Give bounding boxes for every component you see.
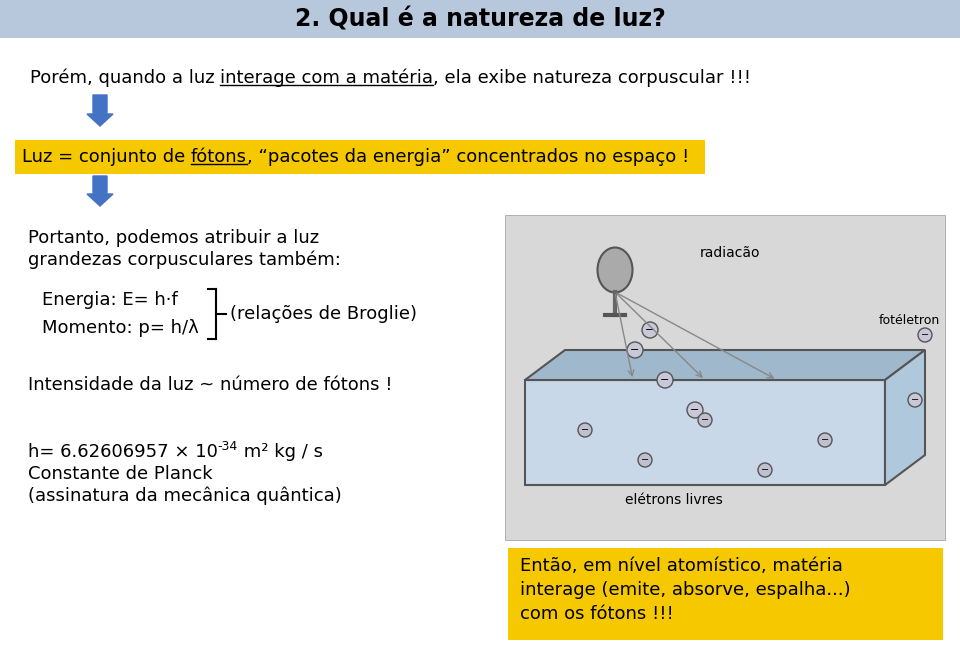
Text: -34: -34 xyxy=(218,439,238,452)
Circle shape xyxy=(638,453,652,467)
Circle shape xyxy=(627,342,643,358)
Text: , ela exibe natureza corpuscular !!!: , ela exibe natureza corpuscular !!! xyxy=(433,69,752,87)
Text: interage (emite, absorve, espalha...): interage (emite, absorve, espalha...) xyxy=(520,581,851,599)
Text: Porém, quando a luz: Porém, quando a luz xyxy=(30,69,221,87)
Text: −: − xyxy=(645,325,655,335)
Text: −: − xyxy=(631,345,639,355)
Ellipse shape xyxy=(597,247,633,292)
Circle shape xyxy=(687,402,703,418)
Text: elétrons livres: elétrons livres xyxy=(625,493,723,507)
Text: fótons: fótons xyxy=(191,148,247,166)
Polygon shape xyxy=(885,350,925,485)
Circle shape xyxy=(698,413,712,427)
Circle shape xyxy=(908,393,922,407)
FancyBboxPatch shape xyxy=(508,548,943,640)
Text: m² kg / s: m² kg / s xyxy=(238,443,324,461)
Text: −: − xyxy=(821,435,829,445)
FancyArrow shape xyxy=(87,95,113,126)
FancyArrow shape xyxy=(87,176,113,206)
Polygon shape xyxy=(525,380,885,485)
Text: interage com a matéria: interage com a matéria xyxy=(221,69,433,87)
Text: Luz = conjunto de: Luz = conjunto de xyxy=(22,148,191,166)
Circle shape xyxy=(657,372,673,388)
Text: 2. Qual é a natureza de luz?: 2. Qual é a natureza de luz? xyxy=(295,7,665,31)
Circle shape xyxy=(758,463,772,477)
Text: (assinatura da mecânica quântica): (assinatura da mecânica quântica) xyxy=(28,487,342,505)
Circle shape xyxy=(818,433,832,447)
Text: Portanto, podemos atribuir a luz: Portanto, podemos atribuir a luz xyxy=(28,229,319,247)
Text: −: − xyxy=(690,405,700,415)
Text: −: − xyxy=(921,330,929,340)
Text: −: − xyxy=(761,465,769,475)
Text: h= 6.62606957 × 10: h= 6.62606957 × 10 xyxy=(28,443,218,461)
Text: grandezas corpusculares também:: grandezas corpusculares também: xyxy=(28,251,341,270)
Text: , “pacotes da energia” concentrados no espaço !: , “pacotes da energia” concentrados no e… xyxy=(247,148,689,166)
Text: Momento: p= h/λ: Momento: p= h/λ xyxy=(42,319,199,337)
Text: Constante de Planck: Constante de Planck xyxy=(28,465,212,483)
Text: com os fótons !!!: com os fótons !!! xyxy=(520,605,674,623)
Polygon shape xyxy=(525,350,925,380)
Text: Então, em nível atomístico, matéria: Então, em nível atomístico, matéria xyxy=(520,557,843,575)
Text: Energia: E= h·f: Energia: E= h·f xyxy=(42,291,178,309)
Text: −: − xyxy=(641,455,649,465)
Text: Intensidade da luz ~ número de fótons !: Intensidade da luz ~ número de fótons ! xyxy=(28,376,393,394)
Circle shape xyxy=(642,322,658,338)
Text: −: − xyxy=(660,375,670,385)
Text: fotéletron: fotéletron xyxy=(878,314,940,327)
FancyBboxPatch shape xyxy=(505,215,945,540)
FancyBboxPatch shape xyxy=(0,0,960,38)
Text: −: − xyxy=(911,395,919,405)
Text: −: − xyxy=(581,425,589,435)
Circle shape xyxy=(918,328,932,342)
FancyBboxPatch shape xyxy=(15,140,705,174)
Text: radiacão: radiacão xyxy=(700,246,760,260)
Text: −: − xyxy=(701,415,709,425)
Circle shape xyxy=(578,423,592,437)
Text: (relações de Broglie): (relações de Broglie) xyxy=(230,305,417,323)
